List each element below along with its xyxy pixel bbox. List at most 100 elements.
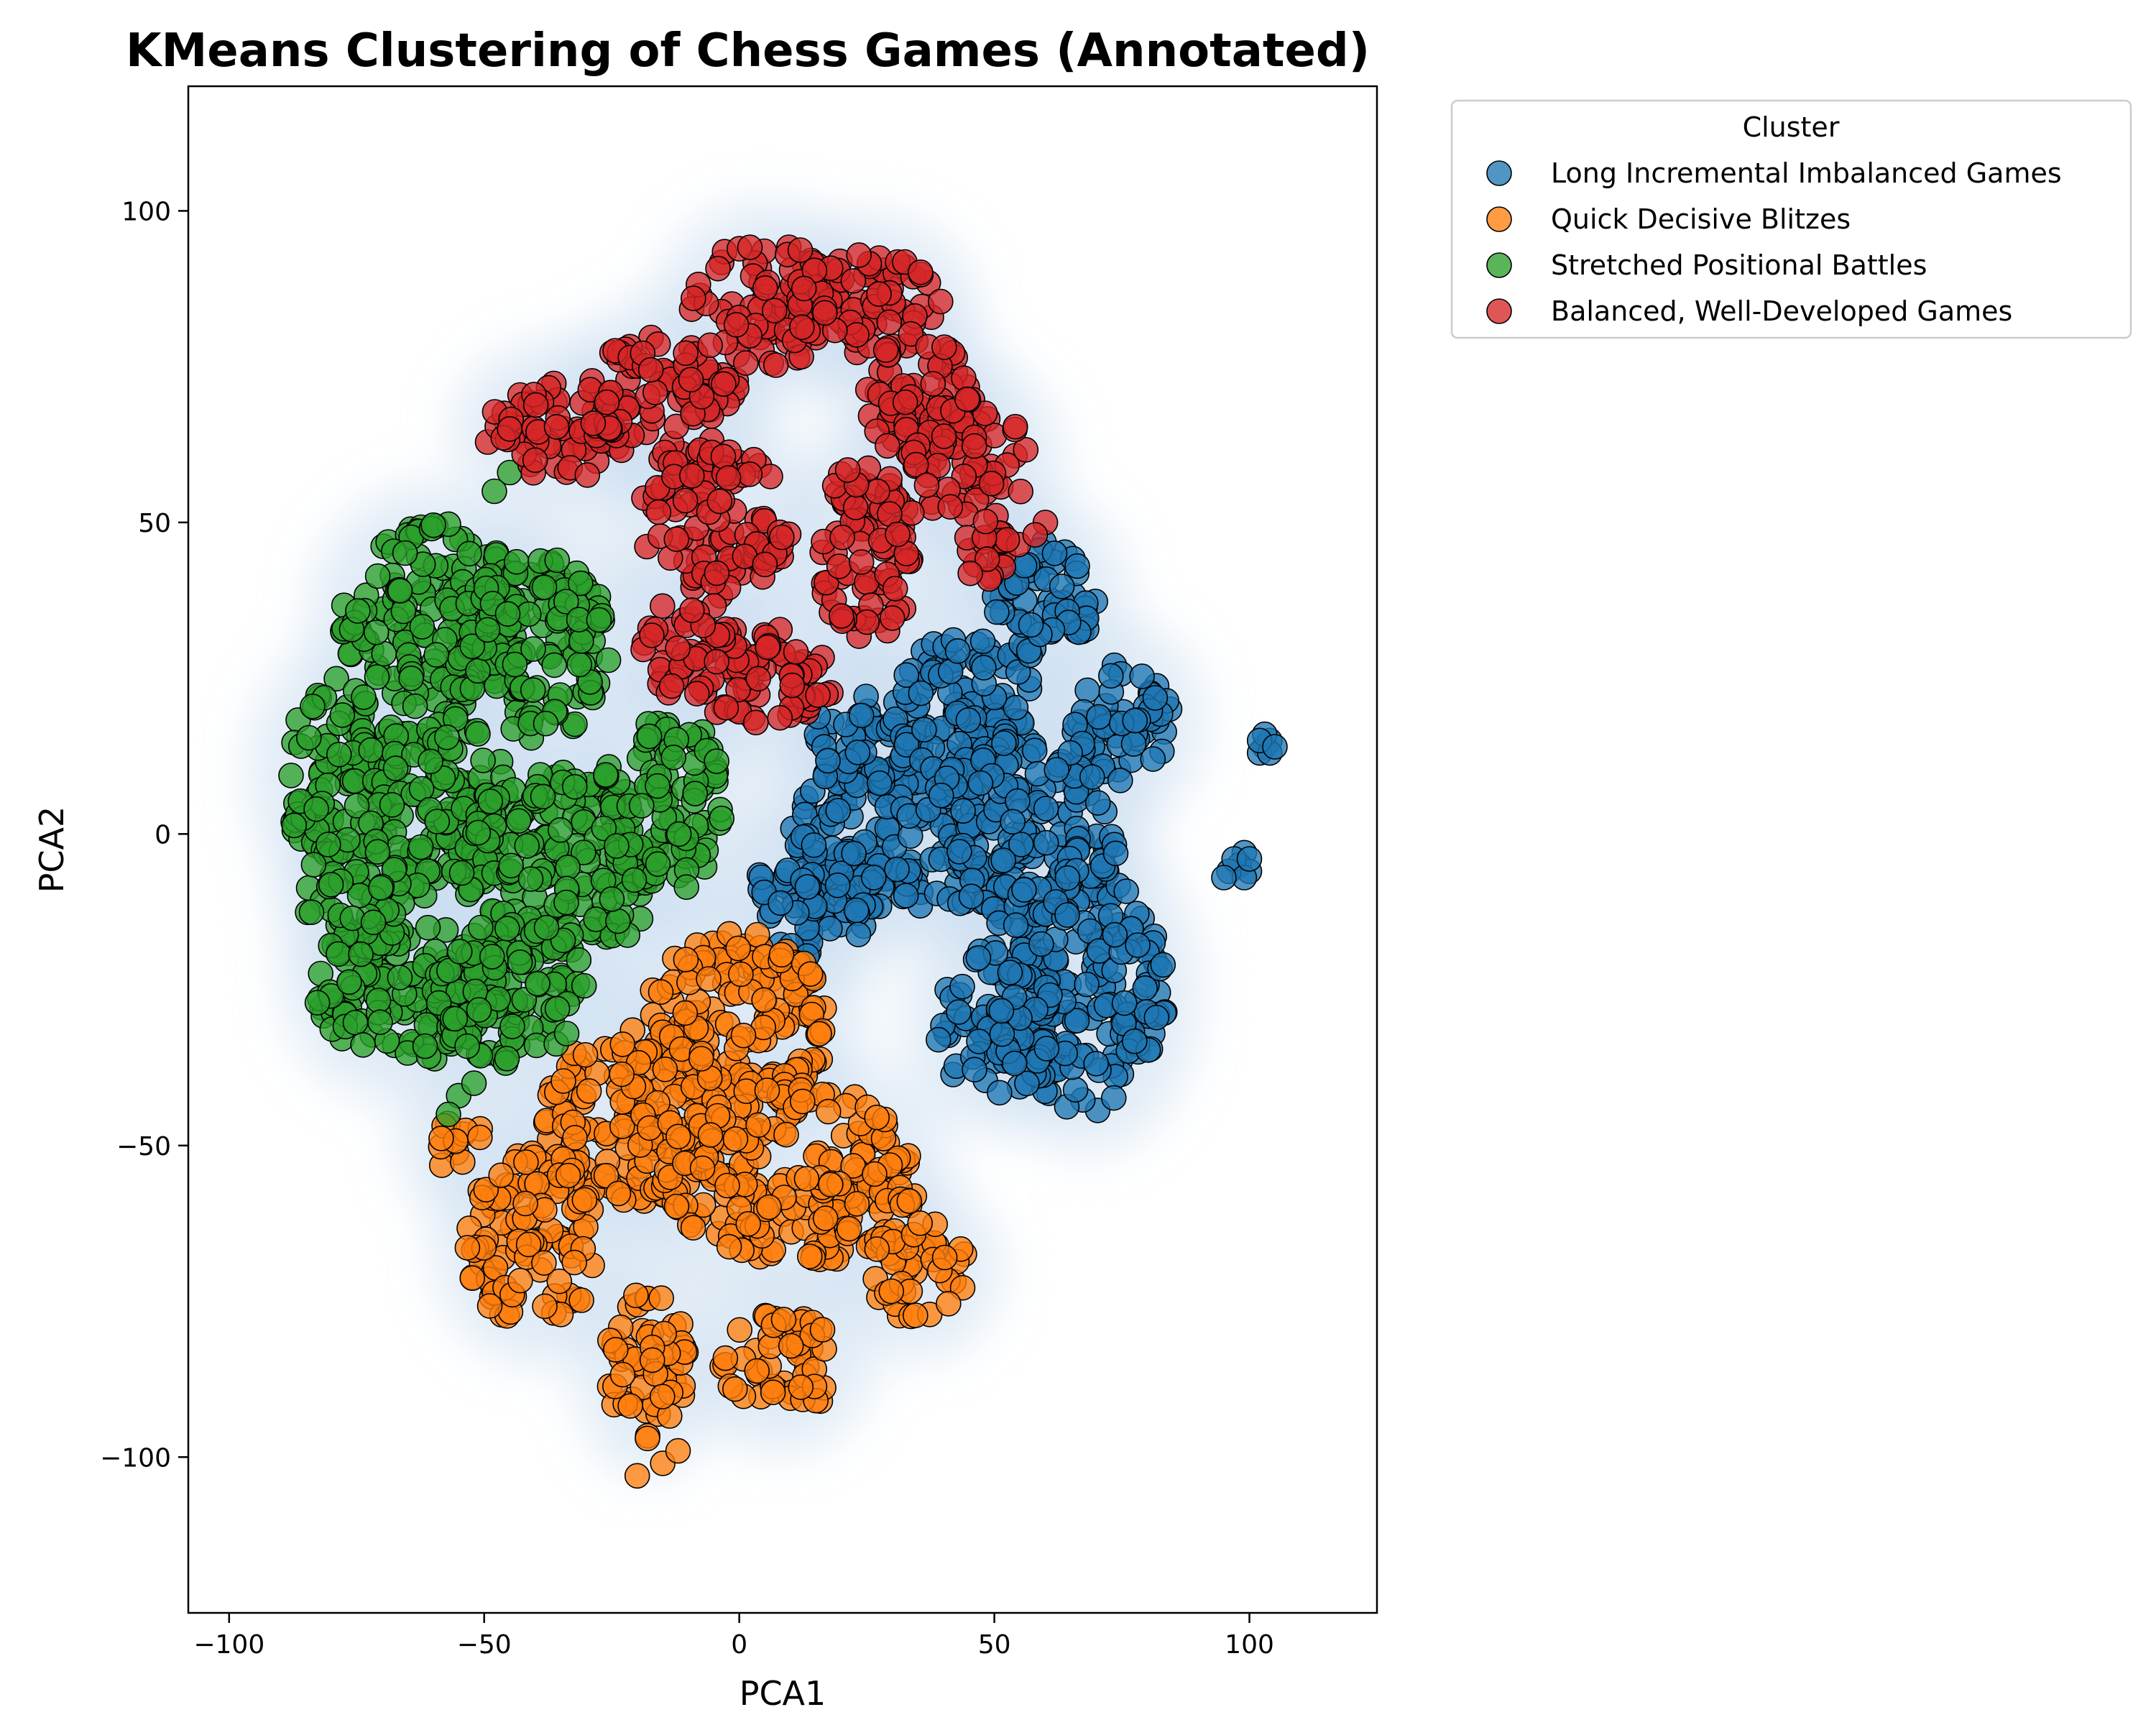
data-point xyxy=(623,1282,649,1309)
data-point xyxy=(928,782,954,809)
data-point xyxy=(461,1070,487,1096)
data-point xyxy=(1211,865,1237,891)
data-point xyxy=(672,1000,699,1026)
data-point xyxy=(846,242,872,268)
data-point xyxy=(562,1125,588,1151)
data-point xyxy=(593,1162,619,1189)
data-point xyxy=(862,1161,888,1187)
data-point xyxy=(382,755,409,781)
data-point xyxy=(722,1376,748,1402)
data-point xyxy=(553,889,579,916)
legend-label: Balanced, Well-Developed Games xyxy=(1551,295,2012,327)
data-point xyxy=(815,748,841,774)
data-point xyxy=(754,1077,780,1103)
data-point xyxy=(725,676,751,703)
data-point xyxy=(514,833,540,859)
data-point xyxy=(680,1215,706,1241)
data-point xyxy=(318,872,344,898)
data-point xyxy=(1132,975,1158,1001)
data-point xyxy=(617,1393,643,1419)
data-point xyxy=(1044,757,1070,783)
data-point xyxy=(459,633,486,660)
data-point xyxy=(574,462,601,488)
data-point xyxy=(278,763,304,788)
data-point xyxy=(649,593,676,620)
data-point xyxy=(479,944,505,970)
data-point xyxy=(532,1293,558,1320)
data-point xyxy=(712,1345,739,1371)
data-point xyxy=(499,1013,525,1039)
data-point xyxy=(466,997,492,1023)
data-point xyxy=(778,1333,804,1359)
series-points xyxy=(278,459,735,1128)
data-point xyxy=(571,972,597,999)
data-point xyxy=(660,745,687,770)
data-point xyxy=(788,1374,814,1400)
data-point xyxy=(829,603,854,629)
data-point xyxy=(991,730,1017,756)
data-point xyxy=(745,1112,771,1138)
data-point xyxy=(1111,990,1138,1016)
data-point xyxy=(840,267,867,294)
data-point xyxy=(937,494,964,520)
data-point xyxy=(680,285,706,311)
data-point xyxy=(645,499,672,525)
data-point xyxy=(465,721,491,747)
data-point xyxy=(326,742,352,768)
data-point xyxy=(678,463,705,489)
data-point xyxy=(994,527,1021,553)
data-point xyxy=(533,914,560,941)
data-point xyxy=(507,949,533,975)
data-point xyxy=(645,851,671,877)
data-point xyxy=(304,990,331,1016)
data-point xyxy=(682,781,709,806)
data-point xyxy=(342,1009,369,1036)
data-point xyxy=(826,553,852,579)
data-point xyxy=(817,916,843,942)
data-point xyxy=(704,648,729,675)
data-point xyxy=(673,874,700,900)
data-point xyxy=(624,1463,650,1489)
data-point xyxy=(637,356,664,383)
data-point xyxy=(797,1243,823,1269)
data-point xyxy=(494,601,521,627)
data-point xyxy=(797,961,824,987)
data-point xyxy=(743,709,769,736)
series-points xyxy=(746,529,1288,1123)
data-point xyxy=(770,1307,797,1333)
data-point xyxy=(546,1268,573,1294)
data-point xyxy=(592,762,619,788)
data-point xyxy=(972,508,999,535)
data-point xyxy=(1125,932,1151,958)
data-point xyxy=(568,628,594,654)
data-point xyxy=(1098,663,1124,689)
data-point xyxy=(866,281,892,307)
data-point xyxy=(522,447,548,474)
data-point xyxy=(697,332,723,359)
data-point xyxy=(583,906,609,932)
data-point xyxy=(522,392,549,418)
data-point xyxy=(639,622,665,648)
data-point xyxy=(364,563,391,589)
data-point xyxy=(639,1347,665,1374)
data-point xyxy=(931,1244,958,1271)
data-point xyxy=(339,905,366,932)
data-point xyxy=(1057,740,1083,766)
data-point xyxy=(841,840,867,867)
data-point xyxy=(1150,952,1176,978)
x-tick-label: −100 xyxy=(193,1630,264,1660)
series-points xyxy=(428,921,977,1489)
data-point xyxy=(1054,865,1081,891)
data-point xyxy=(805,682,831,709)
data-point xyxy=(502,651,528,678)
data-point xyxy=(1028,931,1054,957)
data-point xyxy=(1107,768,1133,794)
data-point xyxy=(812,300,838,326)
data-point xyxy=(594,389,620,415)
data-point xyxy=(683,681,710,707)
data-point xyxy=(971,655,997,681)
data-point xyxy=(946,999,972,1025)
data-point xyxy=(882,576,908,602)
data-point xyxy=(298,899,325,925)
data-point xyxy=(789,314,815,341)
